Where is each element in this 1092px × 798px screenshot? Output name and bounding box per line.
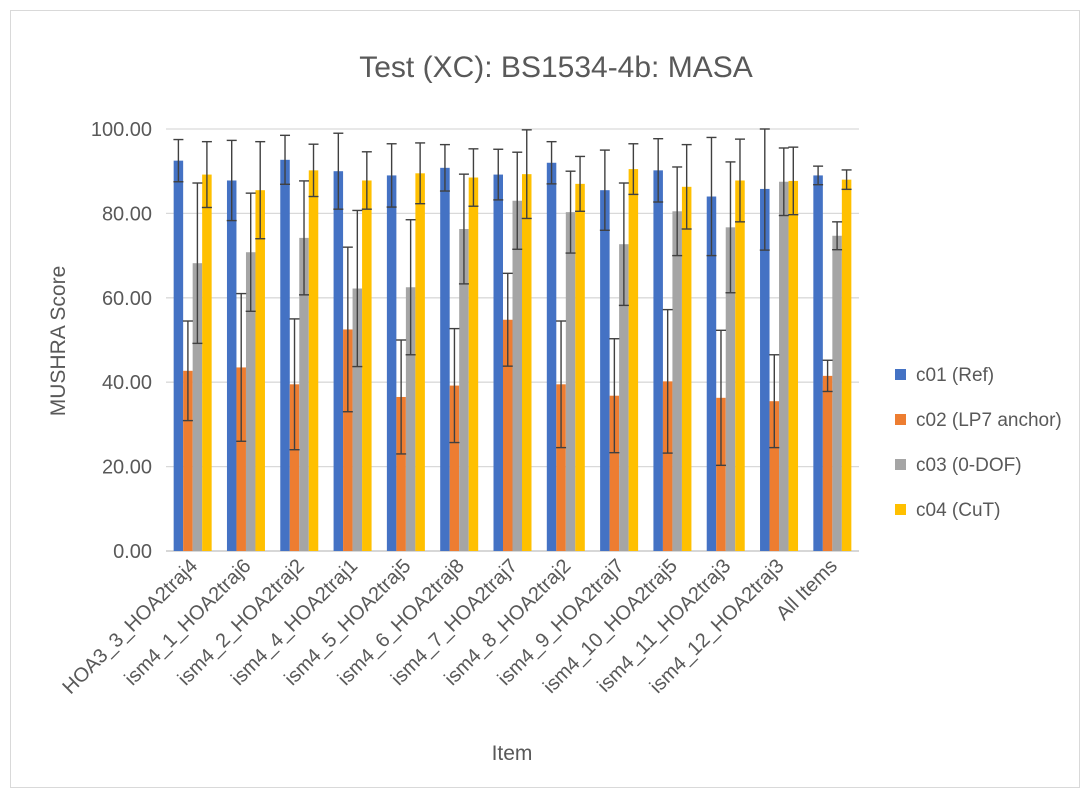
legend: c01 (Ref) c02 (LP7 anchor) c03 (0-DOF) c04 … (895, 365, 1062, 521)
bar (706, 196, 717, 551)
bar (832, 235, 842, 552)
bar (236, 367, 246, 551)
bar (760, 188, 770, 551)
bar (575, 183, 585, 552)
x-axis-label: Item (492, 742, 533, 765)
bar (226, 180, 237, 551)
bar (619, 244, 629, 551)
bar (192, 263, 203, 551)
legend-label: c03 (0-DOF) (916, 455, 1022, 476)
y-tick-labels: 0.00 20.00 40.00 60.00 80.00 100.00 (91, 119, 152, 563)
legend-swatch (895, 504, 906, 515)
y-tick-label: 80.00 (102, 203, 152, 225)
bar (173, 160, 184, 551)
bar (405, 287, 416, 551)
legend-swatch (895, 369, 906, 380)
bar (289, 384, 300, 551)
bar (546, 162, 557, 551)
bar (788, 180, 799, 551)
bar (681, 186, 692, 551)
bar (352, 288, 363, 551)
error-bars (173, 128, 852, 467)
bar (468, 177, 479, 551)
bars (173, 159, 852, 552)
bar (245, 252, 256, 551)
bar (522, 174, 532, 552)
bar (396, 396, 406, 551)
y-tick-label: 40.00 (102, 372, 152, 394)
bar (459, 229, 469, 551)
bar (628, 169, 639, 551)
y-tick-label: 100.00 (91, 119, 152, 141)
chart-title: Test (XC): BS1534-4b: MASA (359, 51, 753, 84)
bar (609, 395, 620, 551)
y-tick-label: 60.00 (102, 288, 152, 310)
bar (653, 170, 663, 551)
bar (600, 190, 610, 551)
legend-label: c02 (LP7 anchor) (916, 410, 1062, 431)
x-tick-labels: HOA3_3_HOA2traj4ism4_1_HOA2traj6ism4_2_H… (59, 555, 842, 699)
legend-swatch (895, 459, 906, 470)
bar-chart: Test (XC): BS1534-4b: MASA 0.00 20.00 40.0… (47, 51, 1062, 765)
y-tick-label: 20.00 (102, 457, 152, 479)
bar (779, 181, 789, 551)
bar (255, 190, 265, 551)
bar (769, 401, 780, 551)
bar (512, 200, 522, 552)
legend-label: c04 (CuT) (916, 500, 1000, 521)
legend-label: c01 (Ref) (916, 365, 994, 386)
bar (565, 212, 576, 551)
bar (822, 375, 833, 551)
bar (672, 211, 682, 552)
bar (841, 179, 852, 551)
chart-frame: Test (XC): BS1534-4b: MASA 0.00 20.00 40.0… (10, 10, 1080, 788)
y-axis-label: MUSHRA Score (47, 266, 70, 417)
bar (343, 329, 353, 551)
bar (735, 180, 745, 551)
bar (716, 397, 726, 551)
bar (503, 319, 513, 551)
bar (183, 370, 193, 551)
bar (662, 381, 673, 551)
bar (308, 170, 319, 551)
bar (440, 167, 450, 551)
bar (333, 171, 344, 551)
bar (299, 237, 309, 551)
bar (813, 175, 823, 552)
bar (415, 173, 425, 551)
legend-swatch (895, 414, 906, 425)
bar (725, 227, 736, 552)
bar (280, 159, 290, 551)
bar (386, 175, 397, 552)
bar (362, 180, 372, 551)
bar (449, 385, 460, 551)
y-tick-label: 0.00 (113, 541, 152, 563)
bar (556, 384, 566, 551)
bar (493, 174, 503, 552)
bar (202, 174, 212, 552)
